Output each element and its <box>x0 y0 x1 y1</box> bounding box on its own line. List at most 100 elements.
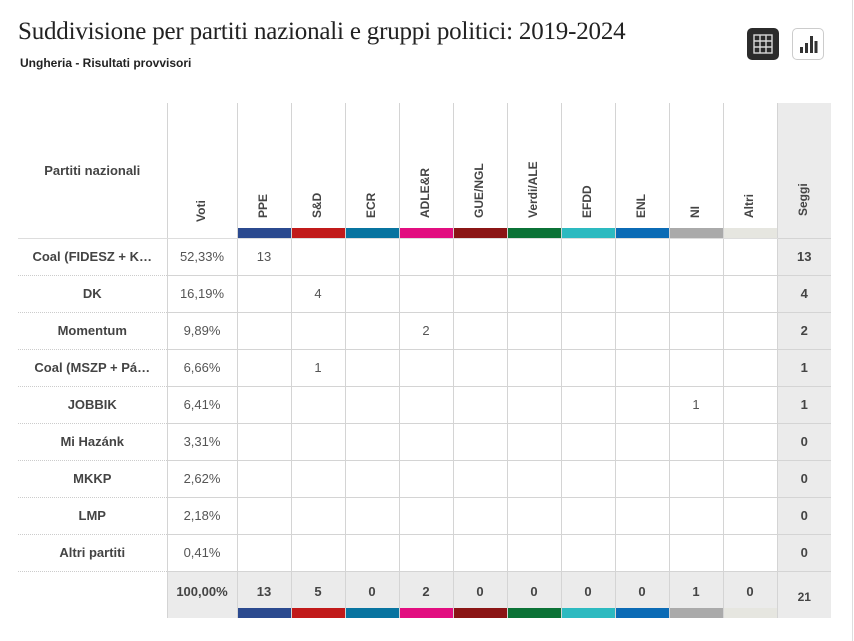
party-votes: 0,41% <box>166 534 237 572</box>
total-group-seats: 0 <box>722 571 777 618</box>
seat-cell <box>668 312 723 350</box>
seat-cell <box>560 386 615 424</box>
seat-cell <box>506 275 561 313</box>
total-value: 0 <box>584 583 592 599</box>
seat-cell <box>452 534 507 572</box>
group-color-bar <box>507 227 561 238</box>
seat-cell <box>614 423 669 461</box>
group-color-bar <box>507 608 561 618</box>
group-label: Altri <box>742 193 756 218</box>
seat-cell <box>560 534 615 572</box>
table-row: Mi Hazánk 3,31% 0 <box>18 423 831 461</box>
total-group-seats: 0 <box>614 571 669 618</box>
group-color-bar <box>561 608 615 618</box>
header-group-ecr: ECR <box>344 103 399 239</box>
table-row: Coal (FIDESZ + K… 52,33% 13 13 <box>18 238 831 276</box>
seat-cell <box>344 423 399 461</box>
seat-cell <box>290 386 345 424</box>
total-group-seats: 2 <box>398 571 453 618</box>
party-votes: 9,89% <box>166 312 237 350</box>
group-color-bar <box>345 608 399 618</box>
total-value: 2 <box>422 583 430 599</box>
seat-cell <box>614 534 669 572</box>
party-seats: 1 <box>776 349 831 387</box>
seat-cell <box>668 238 723 276</box>
seat-cell <box>452 312 507 350</box>
total-group-seats: 1 <box>668 571 723 618</box>
total-value: 13 <box>256 583 272 599</box>
party-seats: 0 <box>776 497 831 535</box>
group-color-bar <box>669 608 723 618</box>
seat-cell <box>344 460 399 498</box>
table-view-button[interactable] <box>747 28 779 60</box>
party-seats: 1 <box>776 386 831 424</box>
seat-cell <box>236 312 291 350</box>
group-color-bar <box>453 608 507 618</box>
seat-cell <box>722 349 777 387</box>
total-value: 0 <box>638 583 646 599</box>
party-votes: 2,62% <box>166 460 237 498</box>
seat-cell <box>506 534 561 572</box>
seat-cell <box>398 349 453 387</box>
seat-cell <box>236 534 291 572</box>
party-name: MKKP <box>18 460 167 498</box>
seat-cell <box>560 275 615 313</box>
table-grid-icon <box>753 34 773 54</box>
seat-cell <box>398 497 453 535</box>
group-label: GUE/NGL <box>472 162 486 218</box>
seat-cell <box>722 238 777 276</box>
header-partiti-nazionali: Partiti nazionali <box>18 103 167 239</box>
header-seggi: Seggi <box>776 103 831 239</box>
group-color-bar <box>345 227 399 238</box>
seat-cell <box>236 460 291 498</box>
seat-cell <box>344 497 399 535</box>
group-label: EFDD <box>580 184 594 218</box>
table-row: JOBBIK 6,41% 1 1 <box>18 386 831 424</box>
total-group-seats: 5 <box>290 571 345 618</box>
header-group-ppe: PPE <box>236 103 291 239</box>
seat-cell: 13 <box>236 238 291 276</box>
party-seats: 4 <box>776 275 831 313</box>
party-name: Coal (MSZP + Pá… <box>18 349 167 387</box>
seat-cell <box>344 386 399 424</box>
seat-cell <box>722 312 777 350</box>
group-label: S&D <box>310 192 324 218</box>
total-seats: 21 <box>776 571 831 618</box>
group-color-bar <box>723 227 777 238</box>
seat-cell <box>236 423 291 461</box>
seat-cell <box>344 534 399 572</box>
seat-cell <box>560 423 615 461</box>
page-title: Suddivisione per partiti nazionali e gru… <box>18 18 626 45</box>
total-value: 1 <box>692 583 700 599</box>
party-name: LMP <box>18 497 167 535</box>
seat-cell <box>614 460 669 498</box>
group-color-bar <box>399 608 453 618</box>
seat-cell <box>452 423 507 461</box>
group-color-bar <box>399 227 453 238</box>
chart-view-button[interactable] <box>792 28 824 60</box>
seat-cell <box>560 460 615 498</box>
header-group-enl: ENL <box>614 103 669 239</box>
seat-cell <box>290 238 345 276</box>
party-seats: 2 <box>776 312 831 350</box>
total-value: 5 <box>314 583 322 599</box>
seat-cell <box>506 238 561 276</box>
seat-cell <box>398 534 453 572</box>
header-group-efdd: EFDD <box>560 103 615 239</box>
party-seats: 13 <box>776 238 831 276</box>
seat-cell <box>722 534 777 572</box>
seat-cell <box>614 497 669 535</box>
party-votes: 3,31% <box>166 423 237 461</box>
header-group-s-d: S&D <box>290 103 345 239</box>
party-votes: 6,66% <box>166 349 237 387</box>
seat-cell <box>452 275 507 313</box>
seat-cell <box>614 349 669 387</box>
seat-cell <box>344 349 399 387</box>
group-label: NI <box>688 205 702 218</box>
seat-cell <box>290 497 345 535</box>
total-value: 0 <box>368 583 376 599</box>
seat-cell <box>344 275 399 313</box>
seat-cell <box>398 386 453 424</box>
seat-cell <box>236 275 291 313</box>
seat-cell <box>722 460 777 498</box>
